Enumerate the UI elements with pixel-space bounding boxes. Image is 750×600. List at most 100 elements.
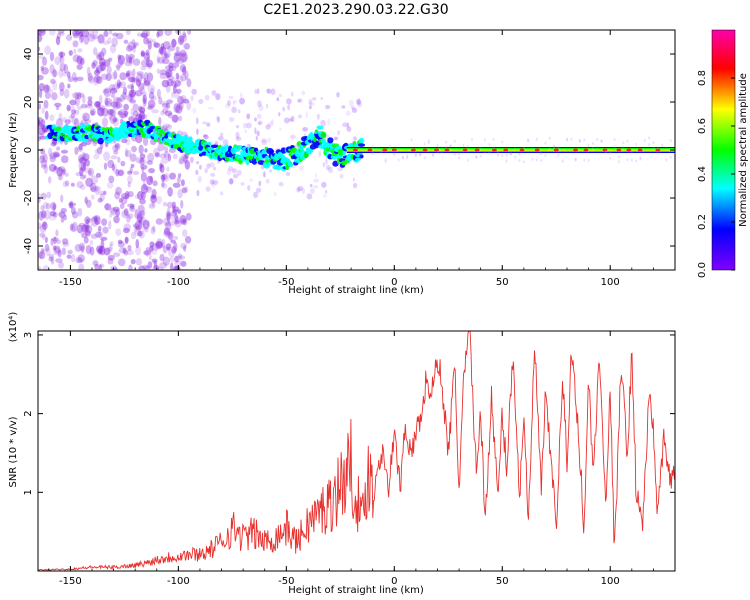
spectrogram-signal-blob (131, 131, 136, 138)
spectrogram-noise-blob (159, 69, 168, 76)
spectrogram-noise-blob (44, 92, 52, 99)
spectrogram-noise-blob (112, 101, 121, 110)
spectrogram-noise-blob (135, 245, 141, 256)
spectrogram-noise-blob (147, 62, 152, 69)
spectrogram-noise-blob (60, 216, 65, 223)
spectrogram-noise-blob (164, 30, 173, 37)
spectrogram-noise-blob (322, 162, 326, 168)
spectrogram-noise-blob (40, 210, 47, 219)
spectrogram-noise-blob (70, 223, 76, 233)
spectrogram-noise-blob (96, 76, 103, 85)
spectrogram-noise-blob (102, 88, 109, 95)
spectrogram-noise-blob (43, 163, 48, 174)
spectrogram-y-ticks: -40 -20 0 20 40 (23, 48, 675, 254)
spectrogram-noise-blob (127, 244, 132, 252)
spectrogram-noise-blob (38, 210, 44, 221)
spectrogram-noise-blob (109, 84, 116, 91)
colorbar-ticks: 0.0 0.2 0.4 0.6 0.8 (697, 70, 735, 278)
spectrogram-noise-blob (578, 139, 581, 143)
spectrogram-noise-blob (209, 179, 215, 185)
spectrogram-noise-blob (191, 88, 197, 95)
spectrogram-noise-blob (38, 103, 42, 110)
spectrogram-signal-blob (320, 131, 327, 139)
spectrogram-noise-blob (84, 224, 93, 234)
spectrogram-noise-blob (453, 139, 456, 143)
spectrogram-noise-blob (109, 207, 116, 214)
spectrogram-noise-blob (228, 178, 234, 185)
spectrogram-noise-blob (38, 133, 45, 139)
spectrogram-noise-blob (38, 30, 46, 33)
spectrogram-noise-blob (100, 236, 108, 241)
spectrogram-noise-blob (90, 182, 97, 193)
spectrogram-noise-blob (296, 187, 301, 193)
spectrogram-noise-blob (227, 166, 234, 172)
spectrogram-noise-blob (600, 139, 603, 143)
spectrogram-noise-blob (38, 266, 42, 270)
spectrogram-noise-blob (190, 95, 194, 102)
spectrogram-noise-blob (139, 153, 146, 160)
spectrogram-noise-blob (108, 220, 112, 230)
spectrogram-noise-blob (153, 41, 159, 48)
spectrogram-noise-blob (171, 66, 177, 72)
spectrogram-noise-blob (661, 148, 664, 152)
spectrogram-noise-blob (323, 193, 327, 198)
spectrogram-noise-blob (77, 146, 83, 152)
spectrogram-noise-blob (138, 157, 147, 165)
spectrogram-noise-blob (436, 150, 439, 154)
spectrogram-noise-blob (566, 138, 569, 142)
spectrogram-noise-blob (54, 153, 61, 158)
spectrogram-noise-blob (138, 144, 144, 155)
spectrogram-noise-blob (131, 68, 136, 78)
spectrogram-noise-blob (107, 258, 114, 265)
spectrogram-noise-blob (574, 158, 577, 162)
spectrogram-noise-blob (65, 34, 73, 41)
spectrogram-noise-blob (162, 217, 170, 226)
spectrogram-noise-blob (43, 84, 50, 94)
snr-x-ticks: -150 -100 -50 0 50 100 (48, 331, 676, 587)
spectrogram-noise-blob (240, 182, 245, 186)
spectrogram-noise-blob (561, 159, 564, 163)
spectrogram-noise-blob (436, 143, 439, 147)
spectrogram-noise-blob (285, 171, 291, 177)
spectrogram-heatmap (38, 30, 675, 270)
spectrogram-noise-blob (169, 212, 177, 221)
spectrogram-noise-blob (224, 103, 231, 109)
spectrogram-noise-blob (297, 99, 301, 103)
spectrogram-noise-blob (80, 184, 86, 191)
spectrogram-noise-blob (52, 151, 60, 158)
spectrogram-noise-blob (116, 32, 124, 40)
spectrogram-noise-blob (105, 100, 111, 105)
spectrogram-noise-blob (397, 158, 400, 162)
spectrogram-noise-blob (85, 219, 89, 225)
spectrogram-noise-blob (82, 153, 90, 161)
spectrogram-peak-blob (422, 148, 428, 152)
spectrogram-noise-blob (57, 249, 62, 258)
snr-frame (37, 330, 676, 572)
spectrogram-noise-blob (171, 246, 177, 254)
spectrogram-noise-blob (160, 182, 168, 189)
snr-y-ticks: 1 2 3 (23, 332, 675, 495)
spectrogram-noise-blob (63, 88, 70, 99)
spectrogram-noise-blob (50, 256, 55, 265)
colorbar-tick-label: 0.6 (697, 118, 708, 134)
spectrogram-noise-blob (235, 131, 240, 139)
spectrogram-noise-blob (112, 144, 119, 152)
spectrogram-noise-blob (116, 83, 120, 90)
spectrogram-noise-blob (109, 241, 114, 247)
spectrogram-noise-blob (162, 256, 170, 266)
spectrogram-noise-blob (134, 209, 139, 219)
spectrogram-noise-blob (158, 96, 163, 105)
spectrogram-noise-blob (178, 101, 184, 110)
spectrogram-signal-blob (224, 144, 230, 150)
spectrogram-signal-blob (144, 119, 151, 125)
spectrogram-noise-blob (142, 136, 149, 147)
spectrogram-noise-blob (82, 94, 86, 104)
spectrogram-noise-blob (44, 236, 48, 243)
spectrogram-noise-blob (48, 147, 53, 157)
spectrogram-noise-blob (302, 127, 309, 132)
spectrogram-noise-blob (186, 101, 192, 111)
spectrogram-noise-blob (106, 109, 115, 116)
spectrogram-noise-blob (325, 190, 328, 194)
spectrogram-peak-blob (534, 148, 540, 152)
spectrogram-noise-blob (166, 79, 174, 87)
